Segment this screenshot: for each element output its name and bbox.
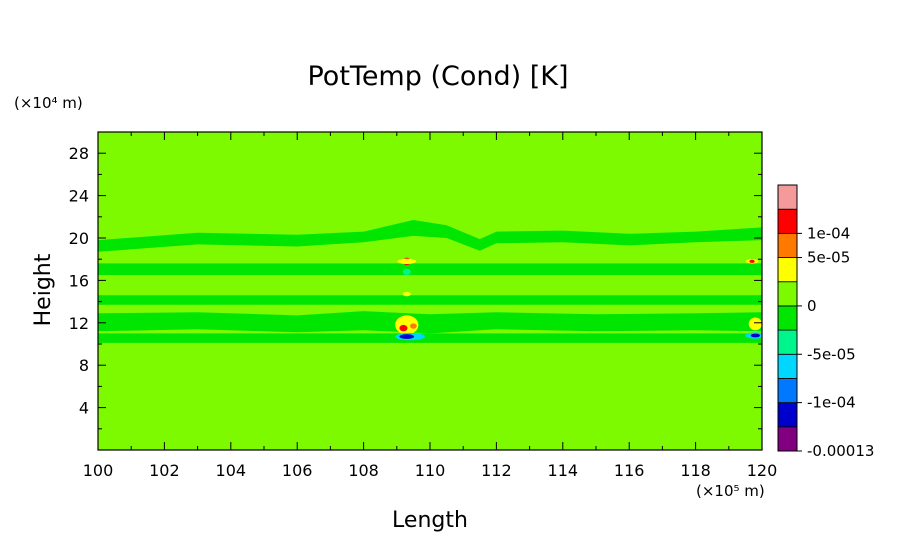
- x-tick-label: 120: [747, 461, 778, 480]
- contour-feature-3: [402, 292, 411, 297]
- x-tick-label: 100: [83, 461, 114, 480]
- contour-feature-5: [399, 324, 408, 332]
- colorbar-swatch: [777, 426, 798, 452]
- colorbar-swatch: [777, 257, 798, 283]
- contour-feature-1: [397, 258, 417, 264]
- y-tick-label: 16: [69, 271, 89, 290]
- colorbar-swatch: [777, 402, 798, 428]
- field-group: [98, 132, 762, 450]
- contour-band-12: [98, 311, 762, 334]
- chart-title: PotTemp (Cond) [K]: [307, 61, 568, 92]
- colorbar-label: 5e-05: [807, 249, 850, 267]
- x-tick-label: 114: [548, 461, 579, 480]
- colorbar: 1e-04 5e-05 0 -5e-05 -1e-04 -0.00013: [777, 184, 874, 460]
- colorbar-frame: [777, 184, 798, 452]
- colorbar-label: 0: [807, 297, 817, 315]
- y-tick-label: 28: [69, 144, 89, 163]
- x-tick-label: 102: [149, 461, 180, 480]
- contour-feature-2: [402, 268, 411, 276]
- x-tick-label: 104: [216, 461, 247, 480]
- x-tick-label: 118: [680, 461, 711, 480]
- plot-area: [98, 132, 762, 450]
- x-tick-label: 112: [481, 461, 512, 480]
- y-tick-label: 20: [69, 229, 89, 248]
- y-tick-label: 24: [69, 187, 89, 206]
- contour-band-10.8: [98, 333, 762, 343]
- contour-band-14: [98, 295, 762, 305]
- x-tick-label: 106: [282, 461, 313, 480]
- colorbar-swatch: [777, 353, 798, 379]
- colorbar-label: 1e-04: [807, 224, 850, 242]
- contour-feature-11: [748, 317, 762, 331]
- contour-feature-13: [750, 333, 761, 338]
- y-tick-label: 4: [79, 399, 89, 418]
- x-tick-label: 116: [614, 461, 645, 480]
- x-tick-label: 108: [348, 461, 379, 480]
- colorbar-swatch: [777, 329, 798, 355]
- axes: 100 102 104 106 108 110 112 114 116 118 120 4 8 12 16 2…: [69, 131, 778, 480]
- y-tick-label: 8: [79, 356, 89, 375]
- colorbar-swatch: [777, 208, 798, 234]
- colorbar-swatch: [777, 305, 798, 331]
- contour-band-upper: [98, 220, 762, 252]
- y-axis-label: Height: [31, 253, 56, 326]
- contour-feature-10: [749, 259, 755, 263]
- colorbar-swatch: [777, 184, 798, 210]
- contour-feature-6: [410, 323, 417, 329]
- colorbar-swatch: [777, 378, 798, 404]
- x-unit-label: (×10⁵ m): [696, 482, 765, 500]
- colorbar-swatch: [777, 232, 798, 258]
- x-axis-label: Length: [392, 508, 468, 533]
- colorbar-label: -5e-05: [807, 345, 856, 363]
- y-unit-label: (×10⁴ m): [14, 94, 83, 112]
- colorbar-label: -0.00013: [807, 442, 874, 460]
- contour-band-17: [98, 263, 762, 276]
- colorbar-label: -1e-04: [807, 394, 856, 412]
- field-background: [98, 132, 762, 450]
- y-tick-label: 12: [69, 314, 89, 333]
- contour-feature-8: [399, 334, 415, 339]
- x-tick-label: 110: [415, 461, 446, 480]
- colorbar-swatch: [777, 281, 798, 307]
